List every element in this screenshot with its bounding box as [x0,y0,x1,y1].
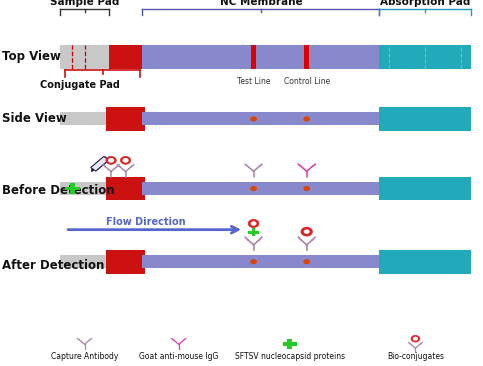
Circle shape [250,259,257,264]
Circle shape [248,220,259,228]
FancyBboxPatch shape [60,182,114,195]
Circle shape [303,259,310,264]
Circle shape [250,186,257,191]
Text: Side View: Side View [2,112,67,126]
Text: After Detection: After Detection [2,259,105,272]
FancyBboxPatch shape [379,176,471,201]
FancyBboxPatch shape [251,45,256,69]
Text: Bio-conjugates: Bio-conjugates [387,352,444,361]
FancyBboxPatch shape [142,182,379,195]
FancyBboxPatch shape [248,231,259,234]
Text: SFTSV nucleocapsid proteins: SFTSV nucleocapsid proteins [235,352,345,361]
FancyBboxPatch shape [106,107,145,131]
FancyBboxPatch shape [60,45,109,69]
FancyBboxPatch shape [60,112,114,126]
FancyBboxPatch shape [109,45,142,69]
FancyBboxPatch shape [65,187,80,190]
Text: Goat anti-mouse IgG: Goat anti-mouse IgG [139,352,218,361]
Text: Control Line: Control Line [284,77,330,86]
FancyBboxPatch shape [304,45,309,69]
Text: Absorption Pad: Absorption Pad [380,0,470,7]
Text: Flow Direction: Flow Direction [106,217,185,227]
Circle shape [411,335,420,342]
FancyBboxPatch shape [106,250,145,274]
Polygon shape [91,157,109,171]
Circle shape [413,337,418,341]
Circle shape [120,156,131,164]
Circle shape [251,221,256,226]
FancyBboxPatch shape [379,45,471,69]
FancyBboxPatch shape [142,112,379,126]
FancyBboxPatch shape [60,255,114,268]
Circle shape [303,186,310,191]
Text: Before Detection: Before Detection [2,184,115,197]
FancyBboxPatch shape [142,45,379,69]
Polygon shape [92,156,110,171]
FancyBboxPatch shape [142,255,379,268]
Circle shape [301,228,312,236]
Text: Top View: Top View [2,50,61,63]
FancyBboxPatch shape [70,183,75,194]
Circle shape [123,158,128,163]
Text: NC Membrane: NC Membrane [219,0,302,7]
Circle shape [304,229,310,234]
Circle shape [250,116,257,122]
Text: Conjugate Pad: Conjugate Pad [40,80,120,90]
Circle shape [106,156,116,164]
FancyBboxPatch shape [287,339,292,349]
Text: Capture Antibody: Capture Antibody [51,352,118,361]
FancyBboxPatch shape [252,228,256,236]
Text: Test Line: Test Line [237,77,270,86]
FancyBboxPatch shape [379,250,471,274]
FancyBboxPatch shape [106,176,145,201]
Text: Sample Pad: Sample Pad [50,0,119,7]
Circle shape [303,116,310,122]
FancyBboxPatch shape [283,342,297,346]
FancyBboxPatch shape [379,107,471,131]
Circle shape [108,158,114,163]
